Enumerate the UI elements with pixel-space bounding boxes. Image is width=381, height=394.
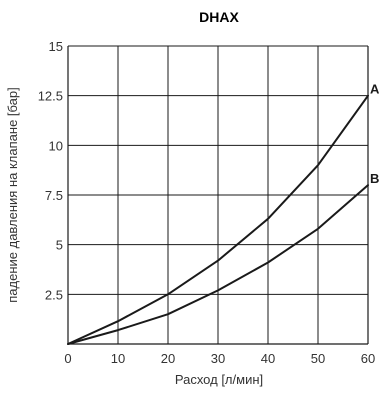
x-tick-label: 10 [111,351,125,366]
curve-label-a: A [370,82,380,97]
y-tick-label: 7.5 [45,188,63,203]
curve-a [67,94,369,345]
x-tick-labels: 0 10 20 30 40 50 60 [64,351,375,366]
y-tick-label: 15 [49,39,63,54]
curve-label-b: B [370,171,379,186]
x-tick-label: 0 [64,351,71,366]
x-tick-label: 20 [161,351,175,366]
x-tick-label: 50 [311,351,325,366]
curve-b [67,184,369,345]
y-tick-label: 10 [49,138,63,153]
y-tick-label: 12.5 [38,89,63,104]
y-axis-label: падение давления на клапане [бар] [5,87,20,303]
curve-labels: AB [370,82,380,186]
x-axis-label: Расход [л/мин] [175,372,263,387]
y-tick-label: 5 [56,238,63,253]
grid [67,45,369,345]
x-tick-label: 40 [261,351,275,366]
chart-title: DHAX [199,9,239,25]
curves [67,94,369,345]
y-tick-label: 2.5 [45,287,63,302]
y-tick-labels: 2.5 5 7.5 10 12.5 15 [38,39,63,302]
x-tick-label: 60 [361,351,375,366]
x-tick-label: 30 [211,351,225,366]
